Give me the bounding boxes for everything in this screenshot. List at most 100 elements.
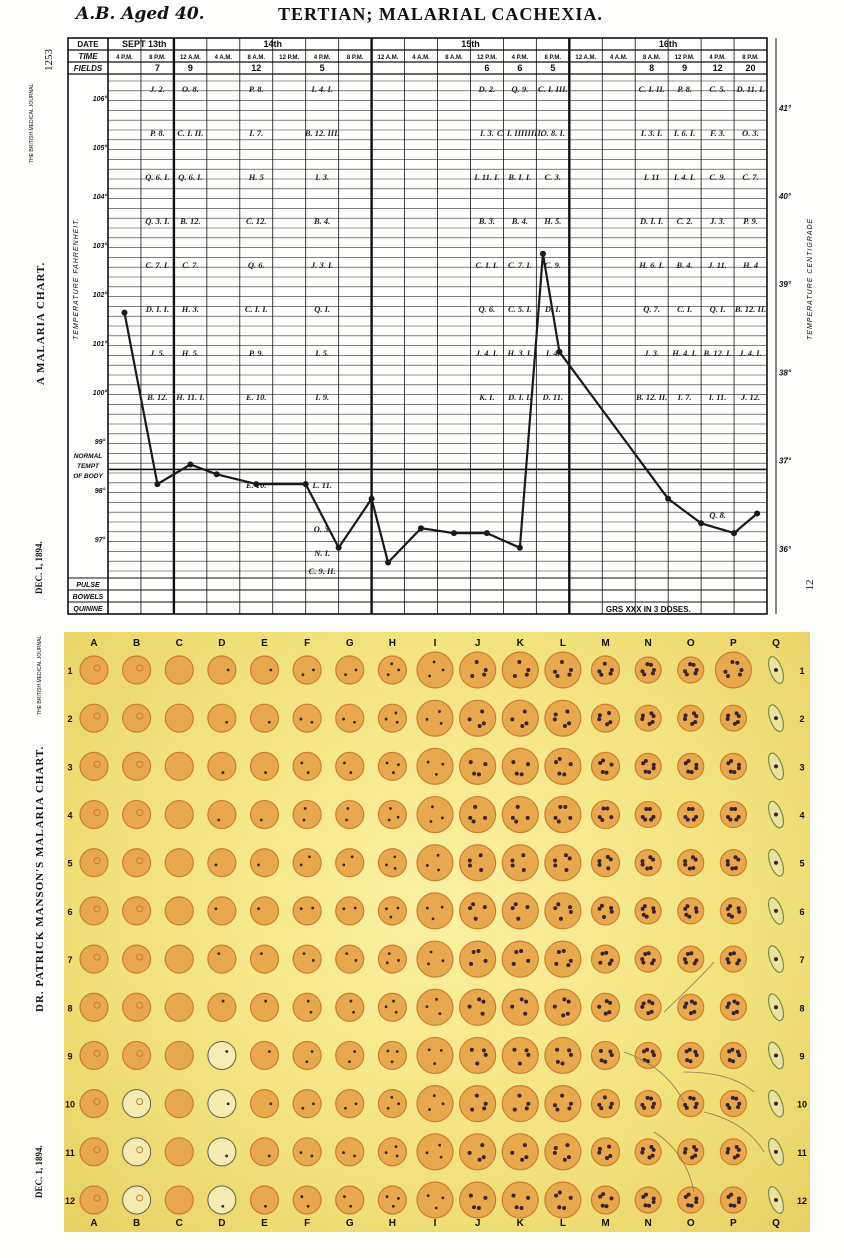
parasite-pigment (640, 1150, 645, 1155)
parasite-pigment (609, 668, 614, 672)
field-annotation: H. 11. I. (175, 392, 205, 402)
parasite-pigment (431, 805, 434, 809)
red-blood-cell (501, 940, 539, 978)
red-blood-cell (677, 1138, 705, 1166)
red-blood-cell (335, 751, 365, 781)
parasite-pigment (566, 999, 571, 1004)
parasite-pigment (651, 714, 656, 719)
field-annotation: C. 5. I. (508, 304, 532, 314)
red-blood-cell (335, 1185, 365, 1215)
plate-journal: THE BRITISH MEDICAL JOURNAL (37, 635, 43, 715)
parasite-pigment (735, 1049, 740, 1054)
red-blood-cell (207, 848, 237, 878)
red-blood-cell (719, 945, 747, 973)
temperature-point (213, 471, 220, 478)
parasite-pigment (483, 1052, 488, 1057)
parasite-pigment (597, 713, 602, 718)
parasite-pigment (267, 1050, 271, 1053)
field-annotation: C. I. (677, 304, 692, 314)
red-blood-cell (164, 992, 194, 1022)
plate-column-label: E (261, 638, 268, 649)
parasite-pigment (643, 1203, 648, 1208)
field-annotation: B. 12. (146, 392, 168, 402)
ring-parasite (93, 1146, 101, 1154)
red-blood-cell (207, 1089, 237, 1119)
parasite-pigment (737, 1053, 742, 1058)
red-blood-cell (719, 1186, 747, 1214)
parasite-pigment (684, 672, 689, 677)
parasite-pigment (436, 853, 440, 857)
field-annotation: N. I. (313, 548, 330, 558)
parasite-pigment (555, 1047, 560, 1052)
temperature-curve (121, 250, 761, 566)
parasite-pigment (683, 862, 688, 867)
parasite-pigment (386, 1106, 390, 1110)
parasite-pigment (396, 815, 400, 819)
parasite-pigment (471, 950, 476, 955)
field-annotation: H. 4. I. (671, 348, 697, 358)
parasite-pigment (691, 662, 696, 667)
parasite-pigment (429, 950, 433, 954)
red-blood-cell (122, 896, 152, 926)
parasite-pigment (694, 766, 699, 771)
ring-parasite (93, 809, 101, 817)
parasite-pigment (683, 906, 688, 911)
red-blood-cell (501, 844, 539, 882)
parasite-pigment (683, 669, 688, 674)
parasite-pigment (259, 818, 263, 822)
parasite-pigment (568, 815, 573, 820)
parasite-pigment (643, 769, 648, 774)
temperature-point (731, 530, 738, 537)
red-blood-cell (207, 896, 237, 926)
parasite-pigment (510, 863, 515, 868)
red-blood-cell (634, 800, 662, 829)
parasite-pigment (648, 662, 653, 667)
plate-row-label: 11 (65, 1148, 75, 1158)
field-annotation: C. 3. (545, 172, 561, 182)
parasite-pigment (565, 1011, 570, 1016)
parasite-pigment (480, 709, 485, 714)
time-label: 8 P.M. (545, 55, 562, 61)
parasite-pigment (439, 1048, 443, 1052)
red-blood-cell (292, 703, 322, 733)
parasite-pigment (688, 662, 693, 667)
parasite-pigment (600, 951, 605, 956)
temperature-point (335, 544, 342, 551)
parasite-pigment (353, 1050, 357, 1053)
fields-count: 8 (649, 63, 654, 73)
parasite-pigment (468, 815, 473, 820)
parasite-pigment (511, 760, 516, 765)
parasite-pigment (734, 1145, 739, 1150)
parasite-pigment (683, 1194, 688, 1199)
parasite-pigment (553, 863, 558, 868)
parasite-pigment (477, 724, 482, 729)
field-annotation: I. 7. (677, 392, 692, 402)
parasite-pigment (481, 1155, 486, 1160)
parasite-pigment (299, 717, 303, 721)
parasite-pigment (483, 762, 488, 767)
parasite-pigment (730, 1047, 735, 1052)
parasite-pigment (730, 659, 735, 664)
temperature-point (450, 530, 457, 537)
red-blood-cell (677, 800, 705, 829)
red-blood-cell (677, 752, 705, 780)
parasite-pigment (396, 906, 400, 910)
parasite-pigment (734, 1009, 739, 1014)
red-blood-cell (292, 896, 322, 926)
parasite-pigment (472, 771, 477, 776)
field-annotation: J. 4. I. (475, 348, 498, 358)
red-blood-cell (79, 1137, 109, 1167)
red-blood-cell (207, 1185, 237, 1215)
parasite-pigment (650, 1153, 655, 1158)
parasite-pigment (736, 906, 741, 911)
parasite-pigment (221, 771, 225, 774)
parasite-pigment (737, 672, 742, 677)
red-blood-cell (590, 944, 621, 974)
field-annotation: Q. 6. (479, 304, 496, 314)
parasite-pigment (344, 1106, 347, 1110)
red-blood-cell (249, 896, 280, 926)
flagellum (703, 1111, 765, 1153)
parasite-pigment (343, 1195, 346, 1198)
parasite-pigment (640, 1147, 645, 1152)
